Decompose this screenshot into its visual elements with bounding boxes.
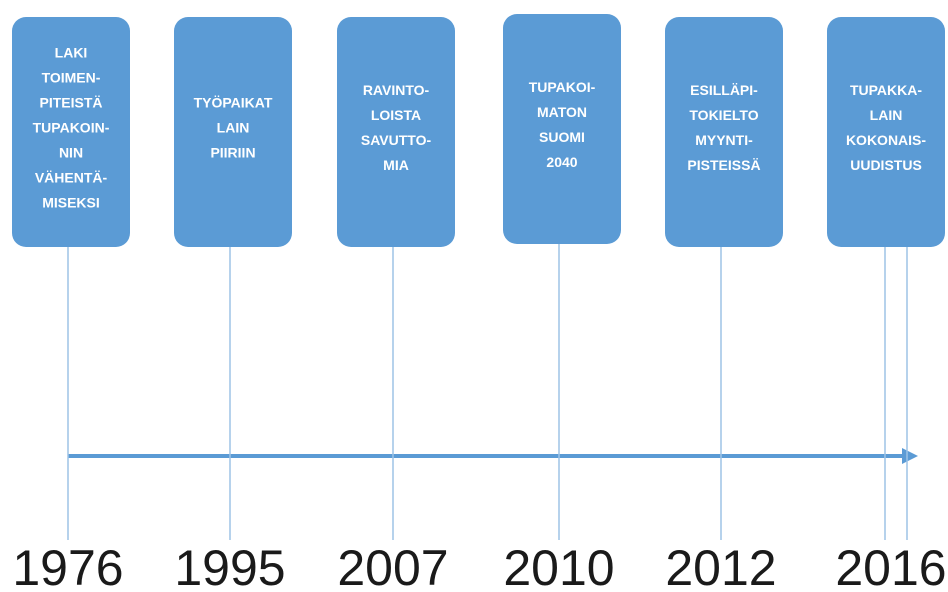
event: LAKI TOIMEN- PITEISTÄ TUPAKOIN- NIN VÄHENTÄ- M… xyxy=(12,17,130,592)
event-label: PIIRIIN xyxy=(210,145,255,161)
event-label: LOISTA xyxy=(371,107,421,123)
event-year: 2016 xyxy=(835,540,946,592)
event-label: MYYNTI- xyxy=(695,132,753,148)
event-label: TUPAKOIN- xyxy=(33,120,110,136)
event-box xyxy=(12,17,130,247)
event-year: 2012 xyxy=(665,540,776,592)
event-year: 2007 xyxy=(337,540,448,592)
event: ESILLÄPI- TOKIELTO MYYNTI- PISTEISSÄ 2012 xyxy=(665,17,783,592)
event-box xyxy=(827,17,945,247)
event-label: TYÖPAIKAT xyxy=(194,95,273,111)
event-year: 1976 xyxy=(12,540,123,592)
event-label: VÄHENTÄ- xyxy=(35,170,108,186)
event-label: TOKIELTO xyxy=(689,107,758,123)
event-label: UUDISTUS xyxy=(850,157,922,173)
event-label: MISEKSI xyxy=(42,195,100,211)
event: TUPAKOI- MATON SUOMI 2040 2010 xyxy=(503,14,621,592)
event-label: SUOMI xyxy=(539,129,585,145)
event-label: LAIN xyxy=(870,107,903,123)
event: RAVINTO- LOISTA SAVUTTO- MIA 2007 xyxy=(337,17,455,592)
event-box xyxy=(174,17,292,247)
event-label: 2040 xyxy=(546,154,577,170)
event-label: TUPAKOI- xyxy=(529,79,596,95)
event-label: LAKI xyxy=(55,45,88,61)
event-label: TOIMEN- xyxy=(42,70,101,86)
event-year: 2010 xyxy=(503,540,614,592)
event: TUPAKKA- LAIN KOKONAIS- UUDISTUS 2016 xyxy=(827,17,947,592)
event-label: ESILLÄPI- xyxy=(690,82,758,98)
event-label: NIN xyxy=(59,145,83,161)
event: TYÖPAIKAT LAIN PIIRIIN 1995 xyxy=(174,17,292,592)
event-label: LAIN xyxy=(217,120,250,136)
event-year: 1995 xyxy=(174,540,285,592)
event-box xyxy=(665,17,783,247)
event-label: MATON xyxy=(537,104,587,120)
event-box xyxy=(503,14,621,244)
event-label: KOKONAIS- xyxy=(846,132,926,148)
arrow-head xyxy=(902,448,918,464)
event-label: PISTEISSÄ xyxy=(687,157,760,173)
event-label: TUPAKKA- xyxy=(850,82,922,98)
event-box xyxy=(337,17,455,247)
event-label: PITEISTÄ xyxy=(39,95,102,111)
event-label: RAVINTO- xyxy=(363,82,430,98)
event-label: MIA xyxy=(383,157,409,173)
event-label: SAVUTTO- xyxy=(361,132,432,148)
